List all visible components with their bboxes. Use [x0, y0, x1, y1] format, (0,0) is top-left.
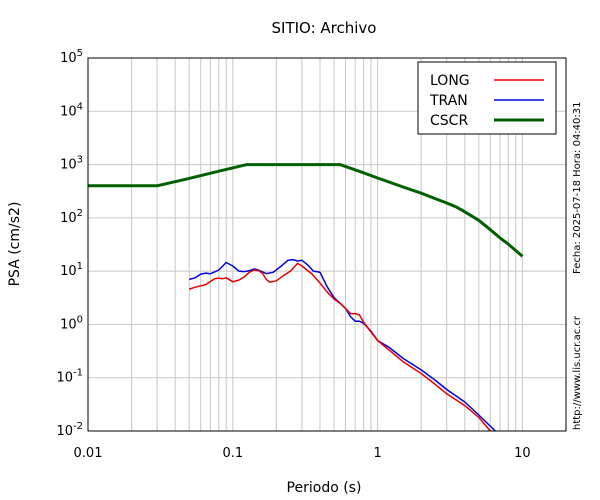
chart-title: SITIO: Archivo — [272, 19, 377, 37]
timestamp-label: Fecha: 2025-07-18 Hora: 04:40:31 — [572, 102, 583, 275]
x-tick-label: 1 — [373, 446, 381, 461]
series-line-tran — [189, 258, 496, 432]
x-tick-label: 0.01 — [74, 446, 103, 461]
y-tick-label: 100 — [60, 314, 83, 332]
plot-frame — [87, 57, 567, 432]
y-tick-labels: 10-2 10-1 100 101 102 103 104 105 — [56, 48, 83, 439]
series-line-cscr — [88, 163, 524, 258]
x-tick-label: 0.1 — [222, 446, 243, 461]
x-tick-labels: 0.01 0.1 1 10 — [74, 446, 531, 461]
y-tick-label: 105 — [60, 48, 83, 66]
legend-label-long: LONG — [430, 73, 470, 89]
y-tick-label: 10-2 — [56, 421, 83, 439]
series-layer — [88, 163, 524, 432]
y-tick-label: 101 — [60, 261, 83, 279]
url-label: http://www.lis.ucr.ac.cr — [572, 315, 583, 430]
y-tick-label: 102 — [60, 208, 83, 226]
x-tick-label: 10 — [514, 446, 531, 461]
y-axis-label: PSA (cm/s2) — [7, 202, 23, 287]
series-line-long — [188, 262, 491, 432]
grid-lines — [87, 57, 567, 432]
legend: LONG TRAN CSCR — [417, 61, 557, 135]
y-tick-label: 10-1 — [56, 368, 83, 386]
legend-label-cscr: CSCR — [430, 113, 468, 129]
legend-label-tran: TRAN — [429, 93, 468, 109]
legend-box — [417, 61, 557, 135]
y-tick-label: 104 — [60, 101, 83, 119]
x-axis-label: Periodo (s) — [287, 480, 362, 496]
y-tick-label: 103 — [60, 155, 83, 173]
